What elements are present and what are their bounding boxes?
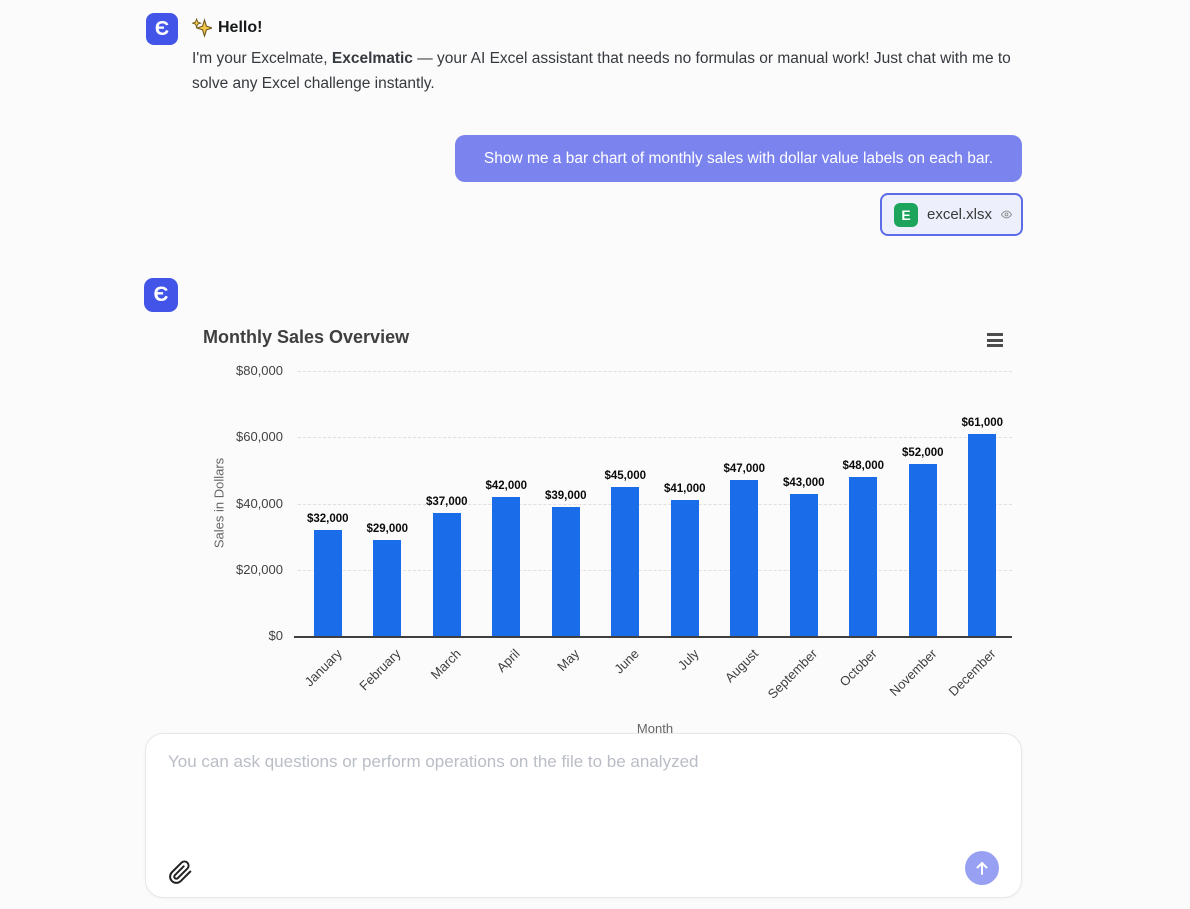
chart-bar[interactable] <box>551 506 580 636</box>
intro-text-pre: I'm your Excelmate, <box>192 50 332 67</box>
intro-text-post: — your AI Excel assistant that needs no … <box>192 50 1011 92</box>
attachment-filename: excel.xlsx <box>927 206 993 223</box>
y-axis-tick-label: $20,000 <box>236 561 283 577</box>
send-button[interactable] <box>965 851 999 885</box>
bar-value-label: $37,000 <box>425 496 468 509</box>
chart-bar[interactable] <box>313 530 342 636</box>
y-gridline <box>298 371 1012 372</box>
avatar-letter: Є <box>153 283 169 306</box>
y-axis-tick-label: $0 <box>268 628 283 643</box>
y-gridline <box>298 569 1012 571</box>
attach-file-button[interactable] <box>168 860 193 885</box>
chart-bar[interactable] <box>849 477 878 636</box>
user-message-text: Show me a bar chart of monthly sales wit… <box>483 149 994 167</box>
assistant-avatar: Є <box>144 278 178 312</box>
x-axis-tick-label: April <box>493 646 523 676</box>
hamburger-menu-icon[interactable] <box>987 333 1005 348</box>
paperclip-icon <box>169 860 192 884</box>
bar-value-label: $61,000 <box>961 416 1004 429</box>
y-gridline <box>298 503 1012 505</box>
x-axis-tick-label: February <box>356 646 404 694</box>
spreadsheet-icon-letter: E <box>901 206 911 223</box>
chart-title: Monthly Sales Overview <box>203 327 410 347</box>
greeting-title: Hello! <box>218 19 263 36</box>
chart-bar[interactable] <box>611 486 640 636</box>
chart-bar[interactable] <box>730 480 759 636</box>
chart-plot: $0 $20,000 $40,000 $60,000 $80,000 $32,000 Jan… <box>203 325 1013 737</box>
intro-text-brand: Excelmatic <box>331 50 413 67</box>
composer-toolbar <box>168 843 999 885</box>
user-message-bubble: Show me a bar chart of monthly sales wit… <box>455 135 1022 182</box>
x-axis-tick-label: June <box>611 646 642 677</box>
bar-value-label: $39,000 <box>544 489 587 502</box>
bar-value-label: $41,000 <box>663 483 706 496</box>
assistant-avatar: Є <box>146 13 178 45</box>
x-axis-tick-label: September <box>764 646 821 702</box>
x-axis-tick-label: October <box>836 646 880 690</box>
x-axis-tick-label: July <box>674 646 702 673</box>
chart-bar[interactable] <box>908 463 937 636</box>
sparkles-icon <box>192 18 212 38</box>
chart-bar[interactable] <box>432 513 461 636</box>
y-axis-tick-label: $60,000 <box>236 429 283 445</box>
x-axis-tick-label: August <box>721 646 761 686</box>
bar-value-label: $45,000 <box>604 469 647 482</box>
monthly-sales-chart: Monthly Sales Overview Sales in Dollars … <box>203 325 1013 737</box>
x-axis-tick-label: January <box>301 646 345 690</box>
chart-bar[interactable] <box>789 493 818 636</box>
chart-bar[interactable] <box>373 539 402 636</box>
greeting-header: Hello! <box>192 18 262 38</box>
avatar-letter: Є <box>154 17 170 40</box>
bar-value-label: $32,000 <box>306 513 349 525</box>
intro-text: I'm your Excelmate, Excelmatic — your AI… <box>192 46 1020 96</box>
spreadsheet-icon: E <box>894 202 918 227</box>
bar-value-label: $52,000 <box>901 446 944 459</box>
chart-bar[interactable] <box>492 496 521 636</box>
attachment-chip[interactable]: E excel.xlsx <box>880 193 1023 236</box>
bar-value-label: $47,000 <box>723 463 766 476</box>
y-axis-tick-label: $80,000 <box>236 363 283 378</box>
x-axis-tick-label: March <box>427 646 464 683</box>
bar-value-label: $42,000 <box>485 479 528 492</box>
chat-input[interactable] <box>168 752 999 843</box>
x-axis-line <box>294 636 1012 638</box>
bar-value-label: $43,000 <box>782 476 825 489</box>
bar-value-label: $29,000 <box>366 522 409 535</box>
chart-bar[interactable] <box>968 433 997 636</box>
x-axis-tick-label: November <box>886 646 940 700</box>
arrow-up-icon <box>976 862 988 875</box>
chart-bar[interactable] <box>670 500 699 636</box>
eye-icon[interactable] <box>1001 204 1012 225</box>
x-axis-tick-label: December <box>945 646 999 700</box>
x-axis-title: Month <box>636 721 674 736</box>
y-gridline <box>298 437 1012 439</box>
message-composer <box>145 733 1022 898</box>
y-axis-tick-label: $40,000 <box>236 495 283 511</box>
x-axis-tick-label: May <box>554 646 583 674</box>
bar-value-label: $48,000 <box>842 460 885 472</box>
